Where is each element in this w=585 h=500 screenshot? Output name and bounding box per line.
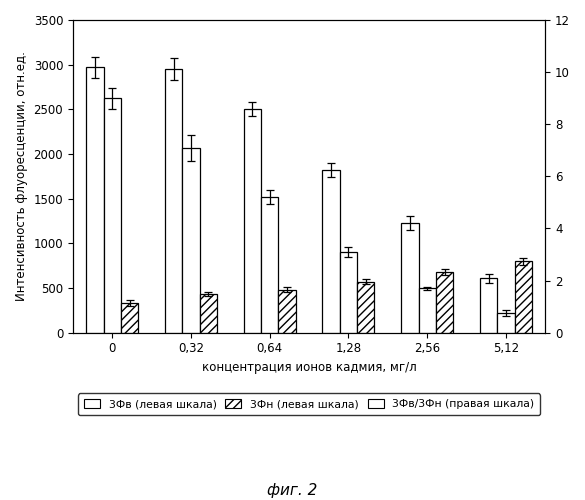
- Bar: [515, 261, 532, 332]
- Y-axis label: Интенсивность флуоресценции, отн.ед.: Интенсивность флуоресценции, отн.ед.: [15, 52, 28, 301]
- Bar: [401, 223, 418, 332]
- Legend: 3Фв (левая шкала), 3Фн (левая шкала), 3Фв/3Фн (правая шкала): 3Фв (левая шкала), 3Фн (левая шкала), 3Ф…: [78, 394, 540, 414]
- Bar: [86, 68, 104, 332]
- Bar: [183, 148, 199, 332]
- Bar: [357, 282, 374, 333]
- Bar: [244, 110, 261, 332]
- Bar: [322, 170, 340, 332]
- Bar: [121, 303, 138, 332]
- Bar: [199, 294, 217, 333]
- Bar: [340, 252, 357, 332]
- X-axis label: концентрация ионов кадмия, мг/л: концентрация ионов кадмия, мг/л: [202, 361, 417, 374]
- Bar: [104, 98, 121, 332]
- Bar: [261, 197, 278, 332]
- Bar: [165, 69, 183, 332]
- Text: фиг. 2: фиг. 2: [267, 483, 318, 498]
- Bar: [480, 278, 497, 332]
- Bar: [418, 288, 436, 333]
- Bar: [497, 313, 515, 332]
- Bar: [278, 290, 295, 333]
- Bar: [436, 272, 453, 332]
